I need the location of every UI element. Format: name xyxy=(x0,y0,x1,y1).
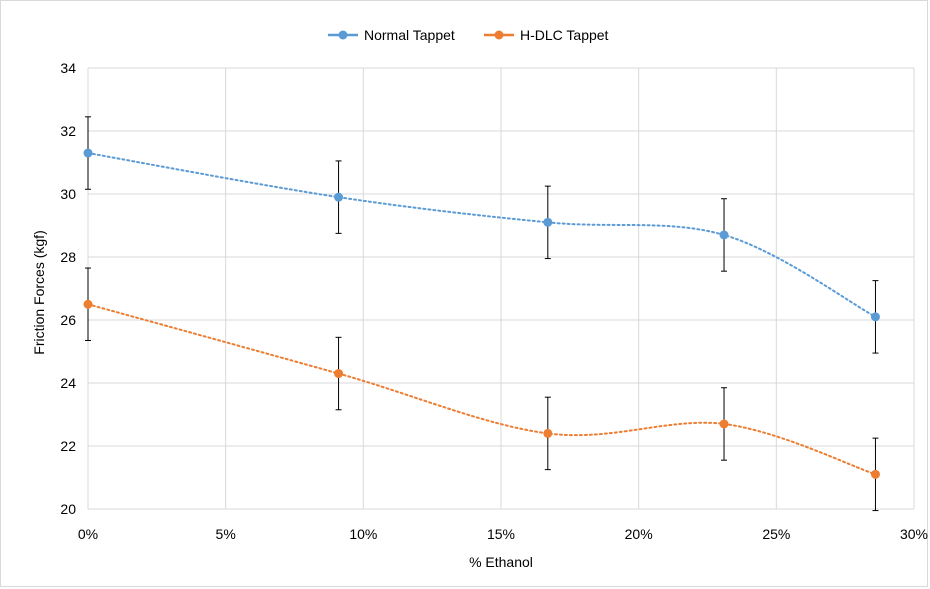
legend-label-normal-tappet: Normal Tappet xyxy=(364,27,455,43)
trendline-normal-tappet xyxy=(87,152,877,318)
legend: Normal Tappet H-DLC Tappet xyxy=(328,27,609,43)
data-point-h-dlc-tappet-2 xyxy=(543,428,553,438)
grid-layer xyxy=(87,67,915,510)
data-point-normal-tappet-0 xyxy=(83,148,93,158)
tick-layer: 20 22 24 26 28 30 32 34 0% 5% 10% 15% 20% 25% 30% xyxy=(60,60,928,542)
x-tick-label-10pct: 10% xyxy=(349,526,377,542)
data-point-h-dlc-tappet-3 xyxy=(719,419,729,429)
x-tick-label-15pct: 15% xyxy=(487,526,515,542)
legend-item-normal-tappet: Normal Tappet xyxy=(328,27,455,43)
x-tick-label-5pct: 5% xyxy=(216,526,236,542)
point-layer xyxy=(83,148,880,479)
x-tick-label-30pct: 30% xyxy=(900,526,928,542)
x-tick-label-0pct: 0% xyxy=(78,526,98,542)
x-tick-label-20pct: 20% xyxy=(625,526,653,542)
data-point-normal-tappet-3 xyxy=(719,230,729,240)
y-tick-label-20: 20 xyxy=(60,501,76,517)
data-point-normal-tappet-1 xyxy=(334,192,344,202)
x-tick-label-25pct: 25% xyxy=(762,526,790,542)
data-point-normal-tappet-4 xyxy=(870,312,880,322)
legend-marker-h-dlc-tappet xyxy=(494,30,504,40)
data-point-normal-tappet-2 xyxy=(543,217,553,227)
legend-label-h-dlc-tappet: H-DLC Tappet xyxy=(520,27,609,43)
x-axis-title: % Ethanol xyxy=(469,554,533,570)
trendline-h-dlc-tappet xyxy=(87,303,877,476)
data-point-h-dlc-tappet-1 xyxy=(334,369,344,379)
legend-marker-normal-tappet xyxy=(338,30,348,40)
y-tick-label-34: 34 xyxy=(60,60,76,76)
y-tick-label-28: 28 xyxy=(60,249,76,265)
trend-layer xyxy=(87,152,877,476)
y-axis-title: Friction Forces (kgf) xyxy=(31,230,47,354)
y-tick-label-26: 26 xyxy=(60,312,76,328)
y-tick-label-22: 22 xyxy=(60,438,76,454)
data-point-h-dlc-tappet-0 xyxy=(83,299,93,309)
data-point-h-dlc-tappet-4 xyxy=(870,469,880,479)
y-tick-label-30: 30 xyxy=(60,186,76,202)
y-tick-label-24: 24 xyxy=(60,375,76,391)
error-layer xyxy=(85,116,879,512)
legend-item-h-dlc-tappet: H-DLC Tappet xyxy=(484,27,609,43)
y-tick-label-32: 32 xyxy=(60,123,76,139)
